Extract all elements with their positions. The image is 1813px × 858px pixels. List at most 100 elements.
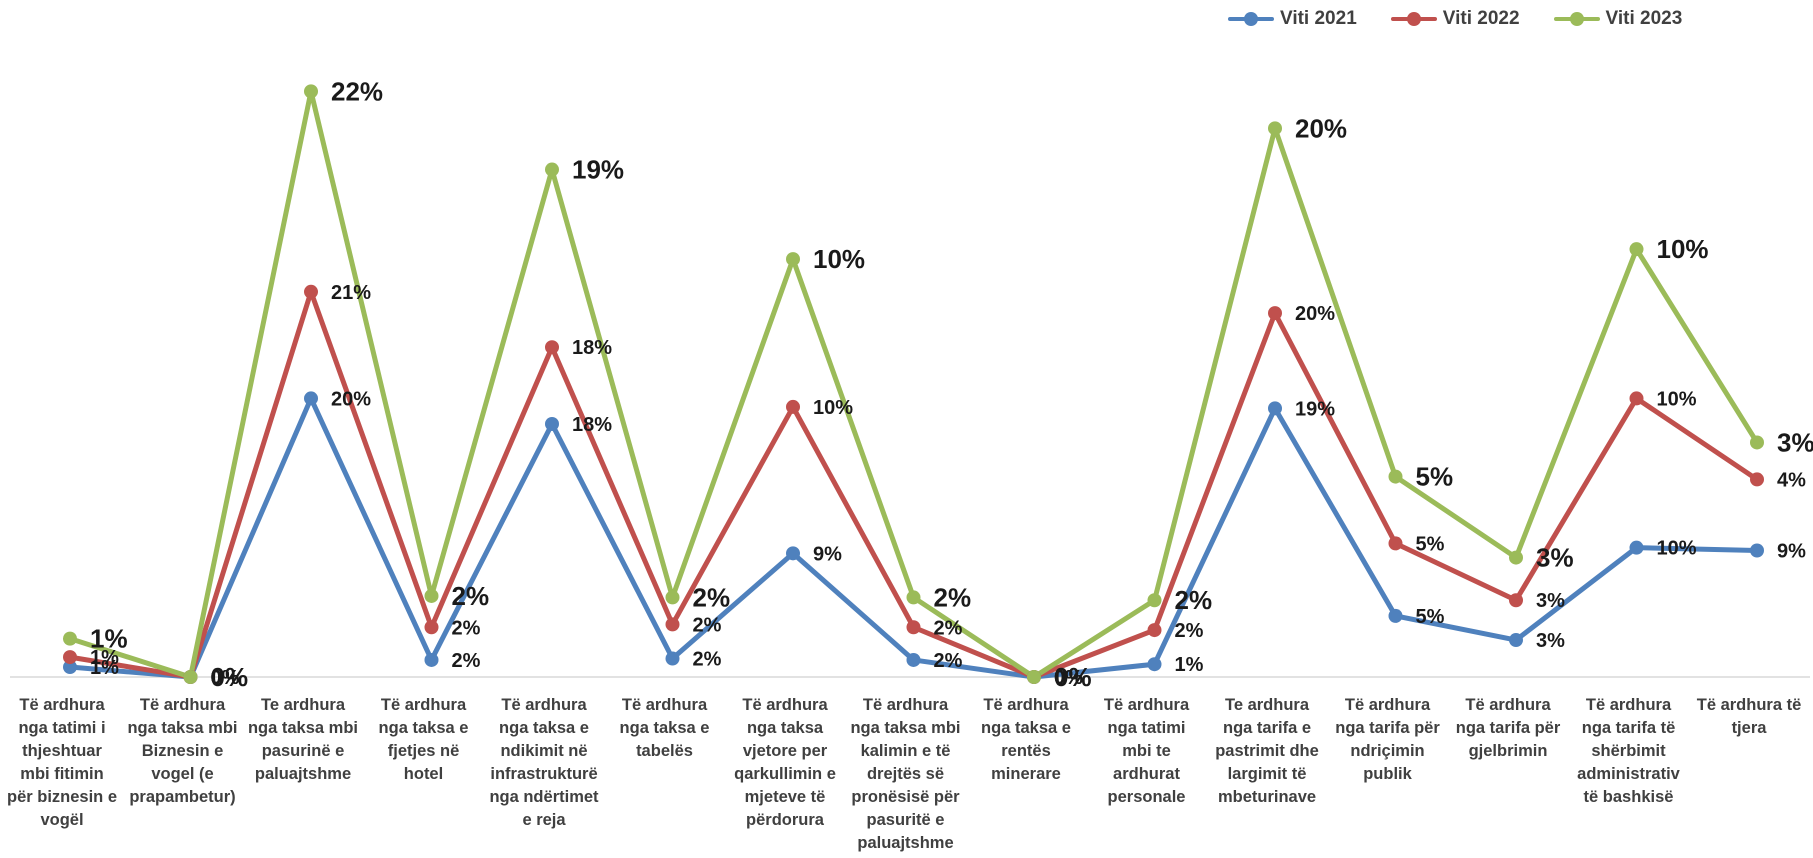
data-label-s1-2: 20% [331, 388, 371, 410]
data-label-s3-7: 2% [934, 582, 972, 612]
data-label-s3-13: 10% [1657, 234, 1709, 264]
data-label-s1-0: 1% [90, 657, 119, 679]
series-line-2 [67, 289, 1760, 680]
data-label-s3-0: 1% [90, 624, 128, 654]
data-point-s1-4[interactable] [545, 416, 559, 431]
data-label-s2-10: 20% [1295, 303, 1335, 325]
data-point-s3-8[interactable] [1027, 670, 1041, 684]
data-label-s3-8: 0% [1054, 662, 1092, 692]
data-point-s2-4[interactable] [545, 340, 559, 355]
category-label-0: Të ardhura nga tatimi i thjeshtuar mbi fiti… [7, 696, 117, 829]
data-label-s1-9: 1% [1175, 654, 1204, 676]
data-point-s2-5[interactable] [665, 617, 680, 632]
data-point-s1-10[interactable] [1268, 401, 1282, 416]
category-label-12: Të ardhura nga tarifa për gjelbrimin [1456, 696, 1561, 760]
data-point-s2-11[interactable] [1388, 536, 1403, 551]
data-point-s3-5[interactable] [665, 590, 680, 605]
category-label-9: Të ardhura nga tatimi mbi te ardhurat person… [1104, 696, 1190, 806]
data-point-s1-11[interactable] [1388, 608, 1403, 623]
data-label-s2-9: 2% [1175, 620, 1204, 642]
data-point-s2-6[interactable] [786, 399, 800, 414]
data-label-s2-3: 2% [452, 617, 481, 639]
data-point-s3-7[interactable] [906, 590, 921, 605]
data-point-s3-9[interactable] [1147, 593, 1162, 608]
data-label-s1-5: 2% [693, 649, 722, 671]
data-point-s2-9[interactable] [1147, 623, 1162, 638]
data-label-s3-4: 19% [572, 155, 624, 185]
data-point-s1-3[interactable] [424, 652, 439, 667]
data-point-s1-7[interactable] [906, 652, 921, 667]
legend-label-2023: Viti 2023 [1605, 8, 1683, 29]
data-label-s3-12: 3% [1536, 543, 1574, 573]
category-label-13: Të ardhura nga tarifa të shërbimit administ… [1577, 696, 1681, 806]
data-label-s2-8: 0% [1054, 667, 1083, 689]
data-point-s3-0[interactable] [63, 631, 77, 646]
data-label-s2-11: 5% [1416, 533, 1445, 555]
data-point-s3-14[interactable] [1750, 435, 1764, 450]
data-label-s3-6: 10% [813, 244, 865, 274]
category-label-4: Të ardhura nga taksa e ndikimit në infrastr… [489, 696, 599, 829]
series-line-3 [67, 88, 1760, 680]
data-point-s2-12[interactable] [1509, 593, 1523, 608]
data-point-s1-2[interactable] [304, 391, 318, 406]
data-label-s3-3: 2% [452, 581, 490, 611]
data-label-s1-10: 19% [1295, 398, 1335, 420]
data-point-s3-6[interactable] [786, 252, 800, 267]
data-point-s3-10[interactable] [1268, 121, 1282, 136]
data-point-s1-12[interactable] [1509, 633, 1523, 648]
data-label-s3-9: 2% [1175, 585, 1213, 615]
data-point-s1-5[interactable] [665, 651, 680, 666]
legend: Viti 2021 Viti 2022 Viti 2023 [1228, 8, 1682, 30]
data-point-s1-13[interactable] [1629, 540, 1644, 555]
data-point-s3-12[interactable] [1509, 550, 1523, 565]
data-point-s3-2[interactable] [304, 84, 318, 99]
category-label-3: Të ardhura nga taksa e fjetjes në hotel [379, 696, 469, 783]
data-label-s2-7: 2% [934, 617, 963, 639]
data-point-s2-3[interactable] [424, 620, 439, 635]
legend-marker-2023 [1553, 12, 1600, 26]
category-label-8: Të ardhura nga taksa e rentës minerare [981, 696, 1071, 783]
data-point-s2-10[interactable] [1268, 306, 1282, 321]
data-label-s3-5: 2% [693, 582, 731, 612]
data-point-s3-3[interactable] [424, 588, 439, 603]
legend-item-2023[interactable]: Viti 2023 [1553, 8, 1683, 30]
category-label-1: Të ardhura nga taksa mbi Biznesin e vogel (… [127, 696, 237, 806]
data-point-s3-13[interactable] [1629, 242, 1644, 257]
data-point-s2-7[interactable] [906, 620, 921, 635]
data-label-s1-3: 2% [452, 650, 481, 672]
data-label-s1-7: 2% [934, 650, 963, 672]
data-point-s3-1[interactable] [183, 670, 198, 684]
category-label-7: Të ardhura nga taksa mbi kalimin e të drejt… [850, 696, 960, 852]
data-point-s1-9[interactable] [1147, 657, 1162, 672]
data-label-s2-5: 2% [693, 614, 722, 636]
data-label-s3-2: 22% [331, 76, 383, 106]
legend-item-2022[interactable]: Viti 2022 [1390, 8, 1520, 30]
legend-label-2022: Viti 2022 [1442, 8, 1520, 29]
data-point-s3-11[interactable] [1388, 469, 1403, 484]
category-label-2: Te ardhura nga taksa mbi pasurinë e paluajt… [248, 696, 358, 783]
category-label-10: Te ardhura nga tarifa e pastrimit dhe largi… [1215, 696, 1319, 806]
data-label-s2-6: 10% [813, 397, 853, 419]
data-point-s2-14[interactable] [1750, 472, 1764, 487]
data-label-s1-1: 0% [211, 667, 240, 689]
data-label-s3-10: 20% [1295, 113, 1347, 143]
data-point-s1-6[interactable] [786, 546, 800, 561]
data-label-s2-12: 3% [1536, 590, 1565, 612]
data-point-s2-2[interactable] [304, 284, 318, 299]
data-point-s2-0[interactable] [63, 650, 77, 665]
data-point-s3-4[interactable] [545, 162, 559, 177]
category-label-5: Të ardhura nga taksa e tabelës [620, 696, 710, 760]
data-point-s1-14[interactable] [1750, 543, 1764, 558]
data-label-s3-14: 3% [1777, 427, 1813, 457]
series-line-1 [67, 395, 1760, 680]
data-label-s2-14: 4% [1777, 469, 1806, 491]
data-label-s3-1: 0% [211, 662, 249, 692]
data-label-s1-13: 10% [1657, 538, 1697, 560]
data-point-s1-0[interactable] [63, 660, 77, 675]
legend-marker-2021 [1228, 12, 1274, 26]
category-label-14: Të ardhura të tjera [1697, 696, 1802, 737]
data-label-s2-2: 21% [331, 282, 371, 304]
legend-item-2021[interactable]: Viti 2021 [1228, 8, 1357, 30]
data-point-s2-13[interactable] [1629, 391, 1644, 406]
data-label-s2-1: 0% [211, 667, 240, 689]
